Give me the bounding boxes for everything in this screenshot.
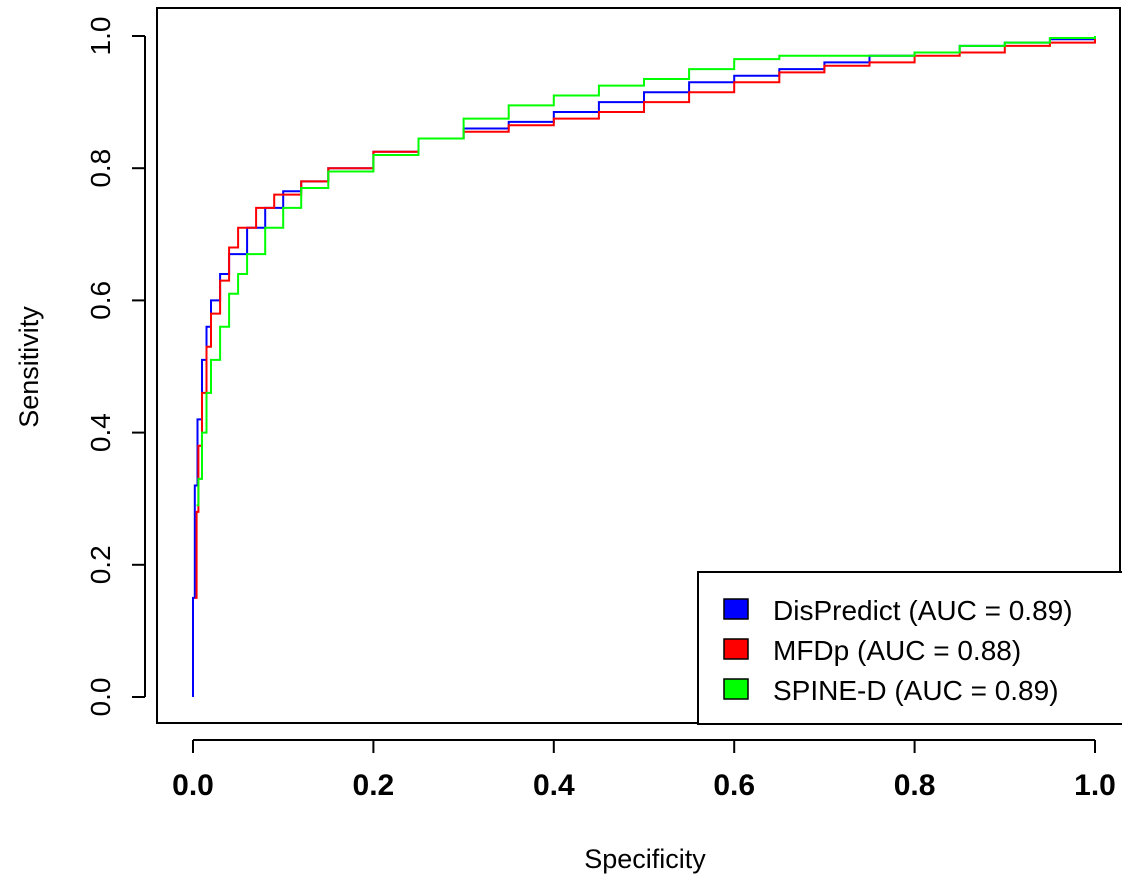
x-tick-label: 0.0 xyxy=(172,769,214,802)
legend-label: MFDp (AUC = 0.88) xyxy=(773,635,1021,666)
legend: DisPredict (AUC = 0.89) MFDp (AUC = 0.88)… xyxy=(697,571,1122,725)
y-tick-label: 0.2 xyxy=(85,545,116,584)
legend-swatch xyxy=(723,678,749,700)
y-tick-label: 0.8 xyxy=(85,149,116,188)
legend-box xyxy=(697,571,1122,725)
x-axis-title: Specificity xyxy=(584,844,706,874)
series-lines xyxy=(192,36,1096,697)
y-axis: 0.0 0.2 0.4 0.6 0.8 1.0 xyxy=(85,17,146,717)
x-axis: 0.0 0.2 0.4 0.6 0.8 1.0 xyxy=(172,739,1116,802)
legend-items: DisPredict (AUC = 0.89) MFDp (AUC = 0.88)… xyxy=(723,595,1073,706)
y-tick-label: 1.0 xyxy=(85,17,116,56)
y-tick-label: 0.0 xyxy=(85,678,116,717)
x-tick-label: 0.6 xyxy=(713,769,755,802)
x-tick-label: 0.8 xyxy=(894,769,936,802)
y-tick-label: 0.6 xyxy=(85,281,116,320)
series-line-1 xyxy=(194,36,1096,599)
legend-swatch xyxy=(723,638,749,660)
legend-swatch xyxy=(723,598,749,620)
x-tick-label: 1.0 xyxy=(1074,769,1116,802)
y-axis-title: Sensitivity xyxy=(14,306,44,428)
legend-label: SPINE-D (AUC = 0.89) xyxy=(773,675,1059,706)
plot-frame xyxy=(156,7,1121,724)
series-line-2 xyxy=(196,36,1096,507)
legend-label: DisPredict (AUC = 0.89) xyxy=(773,595,1073,626)
x-tick-label: 0.4 xyxy=(533,769,575,802)
y-tick-label: 0.4 xyxy=(85,413,116,452)
x-tick-label: 0.2 xyxy=(353,769,395,802)
